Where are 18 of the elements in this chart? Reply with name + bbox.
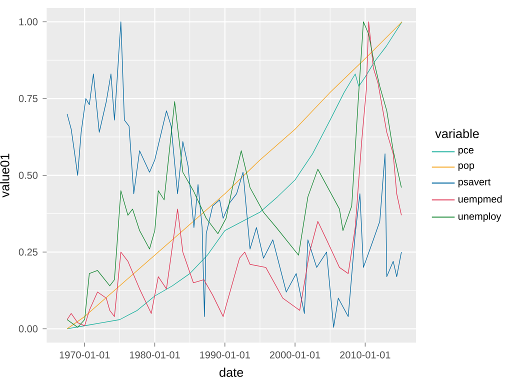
legend-label: unemploy — [458, 212, 502, 222]
y-tick-label: 1.00 — [19, 18, 38, 26]
legend-label: uempmed — [458, 195, 502, 205]
y-tick-label: 0.50 — [18, 172, 38, 179]
x-tick-label: 2010-01-01 — [340, 351, 390, 358]
y-tick-label: 0.25 — [18, 248, 38, 256]
y-tick-label: 0.00 — [18, 325, 38, 332]
y-axis-title: value01 — [0, 154, 10, 198]
x-tick-label: 1990-01-01 — [200, 351, 250, 358]
legend-label: pop — [458, 163, 474, 171]
x-tick-label: 2000-01-01 — [270, 351, 320, 358]
x-tick-label: 1970-01-01 — [60, 351, 110, 358]
legend-label: psavert — [458, 178, 491, 188]
y-tick-label: 0.75 — [18, 95, 38, 102]
legend-title: variable — [435, 128, 479, 138]
x-tick-label: 1980-01-01 — [130, 351, 180, 358]
x-axis-title: date — [220, 368, 244, 377]
legend-label: pce — [458, 148, 474, 156]
